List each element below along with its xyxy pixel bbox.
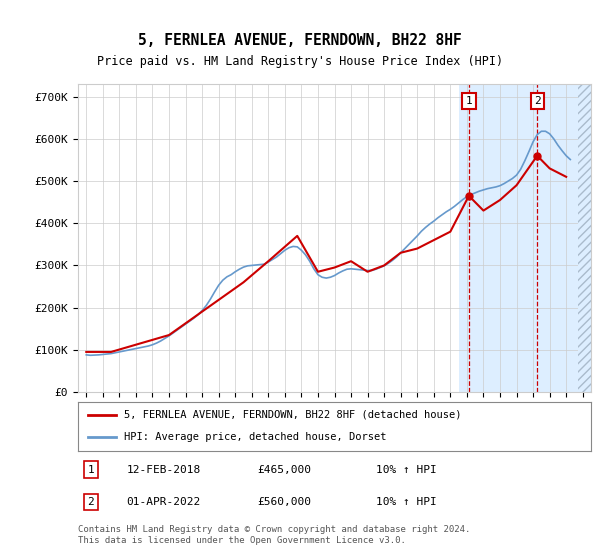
Text: 10% ↑ HPI: 10% ↑ HPI	[376, 497, 436, 507]
Text: £560,000: £560,000	[257, 497, 311, 507]
Bar	[458, 84, 591, 392]
Text: HPI: Average price, detached house, Dorset: HPI: Average price, detached house, Dors…	[124, 432, 386, 442]
Bar	[578, 84, 591, 392]
Text: 5, FERNLEA AVENUE, FERNDOWN, BH22 8HF (detached house): 5, FERNLEA AVENUE, FERNDOWN, BH22 8HF (d…	[124, 410, 461, 420]
Text: 10% ↑ HPI: 10% ↑ HPI	[376, 465, 436, 475]
Text: 2: 2	[88, 497, 94, 507]
Text: 12-FEB-2018: 12-FEB-2018	[127, 465, 201, 475]
Text: Price paid vs. HM Land Registry's House Price Index (HPI): Price paid vs. HM Land Registry's House …	[97, 55, 503, 68]
Text: Contains HM Land Registry data © Crown copyright and database right 2024.
This d: Contains HM Land Registry data © Crown c…	[78, 525, 470, 545]
Text: 01-APR-2022: 01-APR-2022	[127, 497, 201, 507]
Text: 1: 1	[88, 465, 94, 475]
Text: 1: 1	[466, 96, 472, 106]
Text: £465,000: £465,000	[257, 465, 311, 475]
Text: 2: 2	[534, 96, 541, 106]
Text: 5, FERNLEA AVENUE, FERNDOWN, BH22 8HF: 5, FERNLEA AVENUE, FERNDOWN, BH22 8HF	[138, 32, 462, 48]
